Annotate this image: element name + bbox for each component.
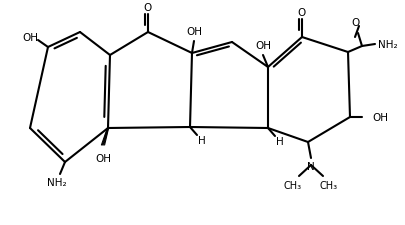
Text: CH₃: CH₃ bbox=[283, 180, 301, 190]
Text: O: O bbox=[351, 18, 359, 28]
Text: CH₃: CH₃ bbox=[319, 180, 337, 190]
Text: OH: OH bbox=[371, 112, 387, 122]
Text: O: O bbox=[143, 3, 152, 13]
Text: OH: OH bbox=[185, 27, 202, 37]
Text: OH: OH bbox=[254, 41, 270, 51]
Text: NH₂: NH₂ bbox=[47, 177, 67, 187]
Text: N: N bbox=[306, 161, 314, 171]
Text: H: H bbox=[198, 135, 205, 145]
Text: OH: OH bbox=[22, 33, 38, 43]
Text: OH: OH bbox=[95, 153, 111, 163]
Text: NH₂: NH₂ bbox=[377, 40, 397, 50]
Text: O: O bbox=[297, 8, 305, 18]
Text: H: H bbox=[275, 136, 283, 146]
